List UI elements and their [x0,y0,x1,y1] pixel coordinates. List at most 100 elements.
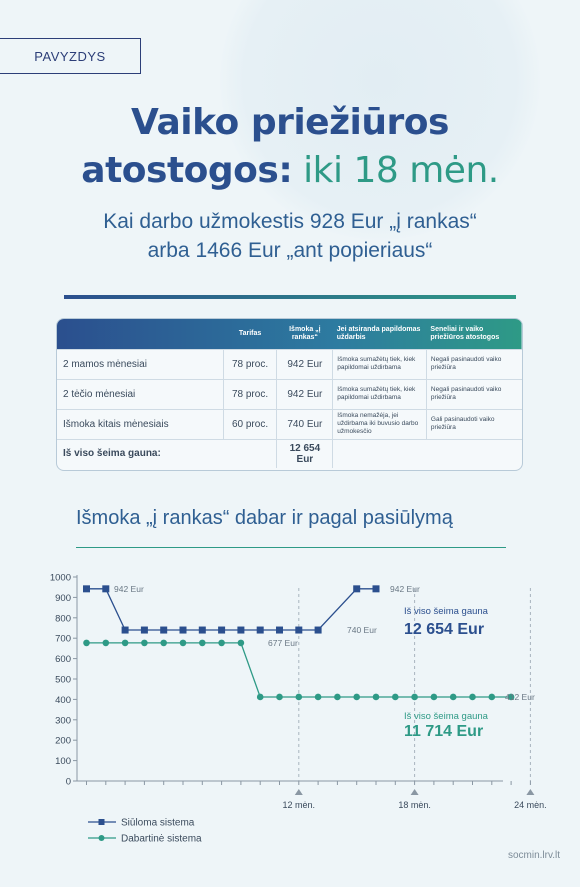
series-point [295,693,303,701]
table-row: Išmoka kitais mėnesiais 60 proc. 740 Eur… [57,408,522,439]
series-point [372,585,380,593]
y-tick-label: 1000 [50,573,71,584]
table-cell: 78 proc. [223,348,278,379]
series-point [140,626,148,634]
total-annotation-label: Iš viso šeima gauna [404,606,489,617]
table-total-row: Iš viso šeima gauna: 12 654 Eur [57,438,522,468]
table-cell: Gali pasinaudoti vaiko priežiūra [426,408,522,439]
series-line [86,588,376,631]
series-point [469,693,476,701]
point-value-label: 740 Eur [347,625,377,635]
series-line [86,642,512,698]
legend-marker [98,835,105,841]
series-point [507,693,515,701]
series-point [237,639,245,647]
series-point [276,693,283,701]
series-point [314,693,322,701]
y-tick-label: 900 [55,593,71,604]
chart-title-rule [76,547,506,548]
table-cell: 2 tėčio mėnesiai [57,378,224,409]
series-point [179,639,187,647]
x-tick-label: 12 mėn. [283,800,316,810]
table-cell: 942 Eur [276,348,334,379]
total-annotation-label: Iš viso šeima gauna [404,711,489,722]
series-point [218,639,225,647]
title-divider [64,295,516,299]
chart-title: Išmoka „į rankas“ dabar ir pagal pasiūly… [76,507,453,529]
x-tick-label: 18 mėn. [398,800,431,810]
legend-marker [98,819,105,825]
series-point [198,626,206,634]
table-cell: 60 proc. [223,408,278,439]
series-point [334,693,341,701]
series-point [295,626,303,634]
series-point [121,639,129,647]
point-value-label: 677 Eur [268,638,298,648]
subtitle-line-2: arba 1466 Eur „ant popieriaus“ [147,239,433,262]
series-point [372,693,380,701]
page-title-line-2: atostogos: iki 18 mėn. [0,150,580,191]
table-cell: Išmoka sumažėtų tiek, kiek papildomai už… [332,378,427,409]
table-cell: Negali pasinaudoti vaiko priežiūra [426,348,522,379]
series-point [256,626,264,634]
table-cell: 78 proc. [223,378,278,409]
y-tick-label: 400 [55,695,71,706]
table-cell-empty [332,438,522,468]
table-header: Seneliai ir vaiko priežiūros atostogos [430,325,500,341]
table-header [57,319,223,349]
table-header: Išmoka „į rankas“ [289,325,321,341]
y-tick-label: 100 [55,756,71,767]
point-value-label: 942 Eur [390,584,420,594]
table-cell: Išmoka kitais mėnesiais [57,408,224,439]
series-point [218,626,226,634]
series-point [141,639,148,647]
benefit-line-chart: 0 100 200 300 400 500 600 700 800 900 1000 12 mėn. 1… [50,573,547,845]
source-url: socmin.lrv.lt [507,850,560,861]
x-guide-marker [294,789,303,795]
legend-label: Dabartinė sistema [121,834,202,845]
x-tick-label: 24 mėn. [514,800,547,810]
series-point [160,639,167,647]
table-header: Jei atsiranda papildomas uždarbis [336,325,421,341]
series-point [160,626,168,634]
series-point [353,585,361,593]
series-point [449,693,457,701]
y-tick-label: 0 [66,777,71,788]
series-point [392,693,399,701]
total-value: 12 654 Eur [276,438,334,468]
series-point [179,626,187,634]
y-tick-label: 800 [55,613,71,624]
benefits-table: Tarifas Išmoka „į rankas“ Jei atsiranda … [56,318,523,471]
series-point [199,639,206,647]
table-cell: Išmoka nemažėja, jei uždirbama iki buvus… [332,408,427,439]
y-tick-label: 600 [55,654,71,665]
title-bold-2: atostogos: [81,150,293,191]
page-title-line-1: Vaiko priežiūros [0,102,580,143]
series-point [353,693,361,701]
table-cell: 2 mamos mėnesiai [57,348,224,379]
table-header: Tarifas [238,329,262,337]
table-cell: Negali pasinaudoti vaiko priežiūra [426,378,522,409]
title-light: iki 18 mėn. [292,150,499,191]
total-annotation-value: 12 654 Eur [404,621,484,638]
series-point [102,639,110,647]
title-bold-1: Vaiko priežiūros [131,102,449,143]
series-point [237,626,245,634]
example-tag: PAVYZDYS [0,38,141,74]
subtitle-line-1: Kai darbo užmokestis 928 Eur „į rankas“ [103,210,477,233]
series-point [83,639,90,647]
series-point [83,585,90,593]
y-tick-label: 700 [55,634,71,645]
x-guide-marker [526,789,535,795]
point-value-label: 942 Eur [114,584,144,594]
series-point [314,626,322,634]
series-point [256,693,264,701]
y-tick-label: 300 [55,715,71,726]
table-row: 2 tėčio mėnesiai 78 proc. 942 Eur Išmoka… [57,378,522,409]
table-cell: Išmoka sumažėtų tiek, kiek papildomai už… [332,348,427,379]
series-point [488,693,496,701]
x-guide-marker [410,789,419,795]
table-cell: 740 Eur [276,408,334,439]
series-point [121,626,129,634]
table-header-row: Tarifas Išmoka „į rankas“ Jei atsiranda … [57,319,522,349]
